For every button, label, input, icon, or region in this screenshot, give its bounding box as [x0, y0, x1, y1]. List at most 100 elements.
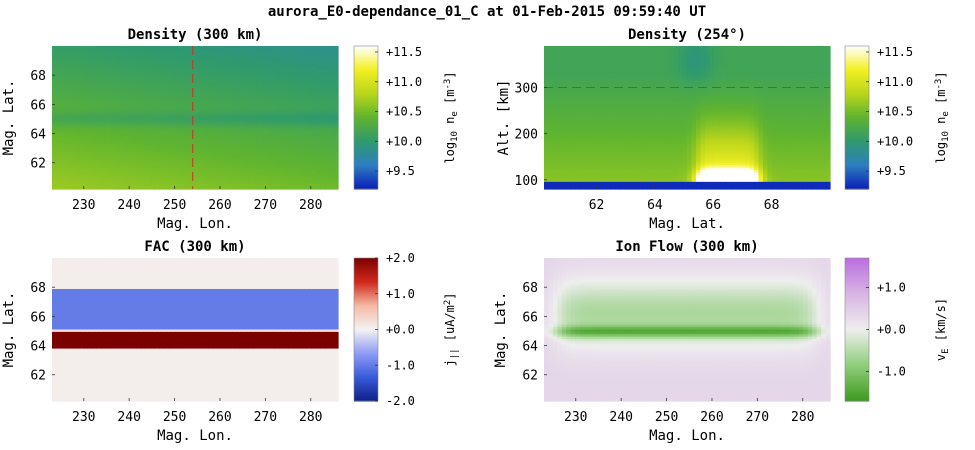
heatmap-cell	[163, 160, 169, 164]
heatmap-cell	[141, 172, 147, 176]
heatmap-cell	[74, 143, 80, 147]
heatmap-cell	[56, 115, 62, 119]
heatmap-cell	[74, 103, 80, 107]
heatmap-cell	[127, 67, 134, 71]
heatmap-cell	[270, 186, 277, 190]
heatmap-cell	[78, 81, 84, 85]
heatmap-cell	[114, 96, 120, 100]
heatmap-cell	[168, 53, 174, 57]
heatmap-cell	[114, 100, 120, 104]
heatmap-cell	[105, 76, 111, 80]
heatmap-cell	[74, 96, 80, 100]
heatmap-cell	[92, 67, 98, 71]
heatmap-cell	[56, 72, 62, 76]
heatmap-cell	[101, 96, 107, 100]
heatmap-cell	[83, 107, 89, 111]
heatmap-cell	[74, 50, 80, 54]
heatmap-cell	[168, 115, 174, 119]
heatmap-cell	[52, 60, 58, 64]
heatmap-cell	[123, 150, 129, 154]
heatmap-cell	[181, 79, 187, 83]
heatmap-cell	[101, 93, 107, 97]
heatmap-cell	[181, 46, 187, 49]
heatmap-cell	[172, 186, 178, 190]
heatmap-cell	[96, 155, 102, 159]
heatmap-cell	[69, 115, 75, 119]
heatmap-cell	[65, 53, 71, 57]
heatmap-cell	[159, 53, 165, 57]
heatmap-cell	[56, 177, 62, 181]
heatmap-cell	[69, 160, 75, 164]
heatmap-cell	[132, 143, 138, 147]
heatmap-cell	[92, 162, 98, 166]
heatmap-cell	[101, 50, 107, 54]
heatmap-cell	[60, 84, 67, 88]
heatmap-cell	[172, 81, 178, 85]
heatmap-cell	[168, 69, 174, 73]
heatmap-cell	[172, 167, 178, 171]
heatmap-cell	[96, 76, 102, 80]
heatmap-cell	[127, 48, 134, 52]
heatmap-cell	[105, 172, 111, 176]
heatmap-cell	[60, 115, 67, 119]
heatmap-cell	[74, 172, 80, 176]
heatmap-cell	[60, 98, 67, 102]
heatmap-cell	[87, 158, 93, 161]
heatmap-cell	[150, 129, 156, 133]
heatmap-cell	[177, 84, 183, 88]
heatmap-cell	[132, 93, 138, 97]
heatmap-cell	[87, 84, 93, 88]
heatmap-cell	[141, 103, 147, 107]
heatmap-cell	[154, 167, 160, 171]
heatmap-cell	[101, 46, 107, 49]
heatmap-cell	[150, 153, 156, 157]
heatmap-cell	[92, 86, 98, 90]
heatmap-cell	[74, 62, 80, 66]
heatmap-cell	[136, 50, 142, 54]
heatmap-cell	[127, 115, 134, 119]
heatmap-cell	[141, 65, 147, 69]
heatmap-cell	[83, 153, 89, 157]
colorbar-label: log10 ne [m-3]	[443, 71, 460, 163]
heatmap-cell	[119, 162, 125, 166]
heatmap-cell	[163, 110, 169, 114]
heatmap-cell	[145, 141, 151, 145]
heatmap-cell	[333, 186, 339, 190]
heatmap-cell	[56, 172, 62, 176]
heatmap-cell	[127, 138, 134, 142]
heatmap-cell	[52, 55, 58, 59]
heatmap-cell	[87, 160, 93, 164]
heatmap-cell	[83, 91, 89, 95]
heatmap-cell	[168, 110, 174, 114]
heatmap-cell	[168, 117, 174, 121]
heatmap-cell	[145, 169, 151, 173]
heatmap-cell	[110, 165, 116, 169]
heatmap-cell	[145, 46, 151, 49]
heatmap-cell	[159, 117, 165, 121]
heatmap-cell	[114, 55, 120, 59]
heatmap-cell	[56, 127, 62, 131]
heatmap-cell	[114, 155, 120, 159]
heatmap-cell	[163, 57, 169, 61]
heatmap-cell	[69, 67, 75, 71]
heatmap-cell	[69, 100, 75, 104]
heatmap-cell	[101, 127, 107, 131]
heatmap-cell	[101, 103, 107, 107]
heatmap-cell	[172, 158, 178, 161]
heatmap-cell	[127, 112, 134, 116]
heatmap-cell	[52, 160, 58, 164]
heatmap-cell	[123, 96, 129, 100]
heatmap-cell	[96, 158, 102, 161]
heatmap-cell	[101, 74, 107, 78]
heatmap-cell	[69, 46, 75, 49]
heatmap-cell	[101, 100, 107, 104]
heatmap-cell	[172, 136, 178, 140]
heatmap-cell	[172, 127, 178, 131]
heatmap-cell	[52, 107, 58, 111]
heatmap-cell	[123, 174, 129, 178]
heatmap-cell	[56, 117, 62, 121]
heatmap-cell	[163, 88, 169, 92]
heatmap-cell	[60, 50, 67, 54]
heatmap-cell	[123, 55, 129, 59]
heatmap-cell	[65, 138, 71, 142]
